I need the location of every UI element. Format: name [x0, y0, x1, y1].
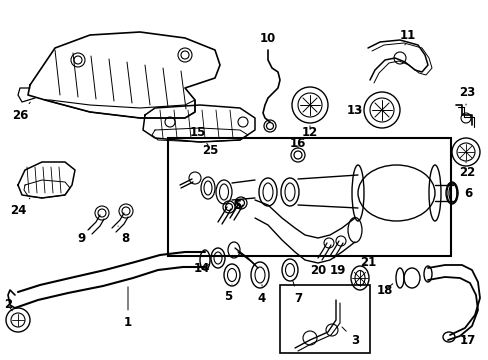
Text: 5: 5 [224, 284, 232, 302]
Text: 20: 20 [309, 264, 325, 276]
Text: 1: 1 [123, 287, 132, 328]
Text: 14: 14 [193, 261, 210, 274]
Text: 6: 6 [456, 186, 471, 199]
Text: 3: 3 [341, 327, 358, 346]
Text: 21: 21 [359, 256, 375, 269]
Text: 7: 7 [292, 281, 302, 305]
Text: 22: 22 [458, 162, 474, 179]
Text: 2: 2 [4, 298, 12, 311]
Text: 17: 17 [459, 333, 475, 346]
Bar [280, 285, 369, 353]
Text: 23: 23 [458, 86, 474, 105]
Bar [168, 138, 450, 256]
Text: 9: 9 [78, 228, 90, 244]
Text: 24: 24 [10, 198, 30, 216]
Text: 25: 25 [200, 138, 218, 157]
Text: 8: 8 [118, 226, 129, 244]
Text: 10: 10 [259, 32, 276, 45]
Text: 5: 5 [231, 198, 241, 215]
Text: 18: 18 [376, 284, 392, 297]
Text: 4: 4 [257, 285, 265, 305]
Text: 12: 12 [301, 126, 318, 139]
Text: 26: 26 [12, 102, 30, 122]
Text: 13: 13 [346, 104, 363, 117]
Text: 11: 11 [399, 28, 415, 45]
Text: 15: 15 [189, 126, 207, 145]
Text: 16: 16 [289, 136, 305, 149]
Text: 19: 19 [329, 264, 346, 276]
